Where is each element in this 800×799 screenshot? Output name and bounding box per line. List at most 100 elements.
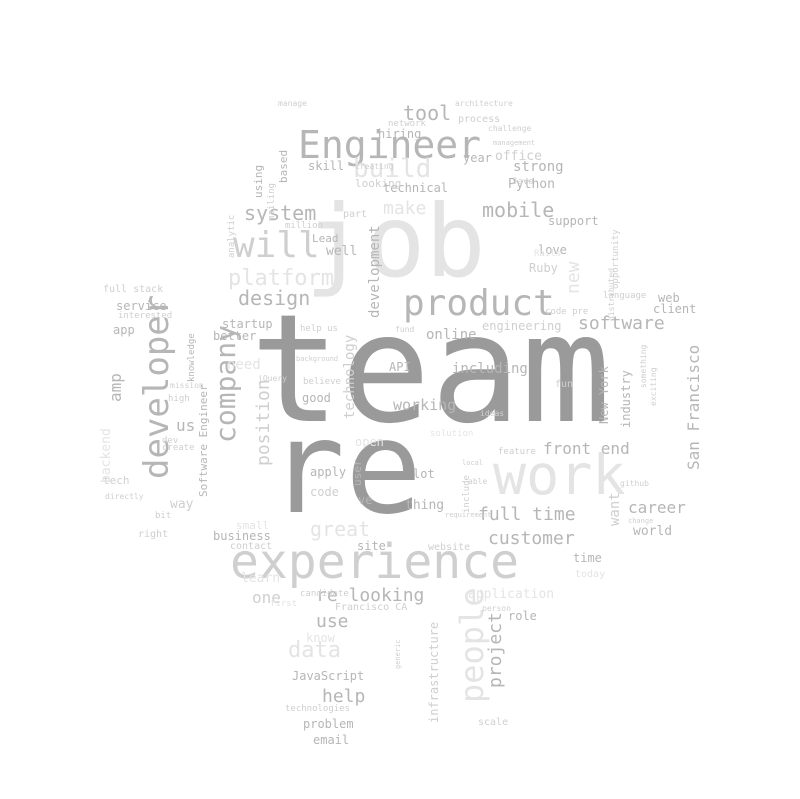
word-startup: startup [222, 317, 273, 331]
word-analytic: analytic [227, 214, 237, 259]
word-re: re [268, 394, 423, 543]
word-support: support [548, 214, 599, 228]
word-ve: ve [358, 493, 373, 507]
word-challenge: challenge [488, 124, 532, 133]
word-requirement: requirement [445, 511, 492, 519]
word-architecture: architecture [455, 99, 513, 108]
word-change: change [628, 517, 654, 525]
word-exciting: exciting [649, 367, 658, 407]
word-world: world [633, 524, 673, 539]
word-interested: interested [118, 311, 173, 321]
word-software: software [578, 313, 665, 334]
word-right: right [138, 529, 169, 540]
word-java: Java [512, 177, 534, 187]
word-better: better [213, 329, 257, 343]
word-site: site [357, 539, 386, 553]
word-distributed: distributed [607, 267, 616, 321]
word-dev: dev [162, 436, 179, 446]
word-online: online [426, 327, 477, 343]
word-san-francisco: San Francisco [684, 344, 703, 470]
word-lead: Lead [312, 232, 339, 245]
word-mobile: mobile [482, 198, 555, 222]
word-full-time: full time [478, 504, 576, 525]
word-build: build [353, 154, 432, 184]
word-technology: technology [342, 334, 358, 419]
word-new-york: New York [597, 365, 611, 424]
word-candidate: candidate [300, 589, 349, 599]
word-help-us: help us [300, 324, 338, 334]
word-contact: contact [230, 541, 273, 552]
word-local: local [462, 459, 484, 467]
word-system: system [244, 201, 317, 225]
word-hiring: hiring [378, 127, 422, 141]
word-role: role [508, 609, 537, 623]
word-time: time [573, 551, 602, 565]
word-software-engineer: Software Engineer [197, 384, 210, 498]
word-well: well [326, 244, 358, 259]
word-great: great [310, 517, 371, 541]
word-application: application [468, 587, 555, 602]
word-way: way [170, 497, 194, 512]
word-using: using [252, 164, 265, 198]
word-client: client [653, 302, 697, 316]
word-will: will [233, 225, 320, 266]
word-product: product [403, 283, 555, 324]
word-office: office [495, 149, 542, 164]
word-code: code [310, 485, 339, 499]
word-re-looking: re looking [316, 585, 425, 606]
word-scale: scale [478, 717, 509, 728]
word-service: service [116, 299, 167, 313]
word-generic: generic [394, 639, 402, 670]
word-lot: lot [413, 467, 435, 481]
word-creating: creating [355, 162, 394, 171]
word-jquery: jQuery [258, 374, 287, 383]
word-learn: learn [241, 571, 281, 586]
word-job: job [305, 183, 486, 300]
word-knowledge: knowledge [187, 332, 197, 382]
word-work: work [493, 443, 626, 507]
word-bit: bit [155, 511, 172, 521]
word-python: Python [508, 177, 555, 192]
word-rails: Rails [534, 249, 562, 259]
word-open: open [355, 435, 384, 449]
word-strong: strong [513, 159, 564, 175]
word-solution: solution [430, 429, 474, 439]
word-able: able [468, 477, 488, 486]
word-love: love [538, 243, 567, 257]
word-million: million [285, 221, 323, 231]
word-create: create [162, 443, 195, 453]
word-code-pre: code pre [545, 307, 589, 317]
word-website: website [428, 542, 471, 553]
word-make: make [383, 198, 427, 219]
word-including: including [452, 361, 528, 377]
word-know: know [306, 631, 335, 645]
word-thing: thing [405, 498, 445, 513]
word-management: management [493, 139, 536, 147]
word-person: person [482, 604, 511, 613]
word-api: API [389, 360, 411, 374]
word-apply: apply [310, 465, 347, 479]
word-looking: looking [355, 177, 402, 190]
word-backend: backend [99, 427, 114, 483]
word-project: project [485, 611, 506, 688]
word-technical: technical [383, 181, 449, 195]
word-manage: manage [278, 99, 307, 108]
word-business: business [213, 529, 271, 543]
word-tech: tech [103, 474, 130, 487]
word-amp: amp [106, 372, 125, 402]
word-fund: fund [395, 325, 415, 334]
word-infrastructure: infrastructure [427, 621, 441, 723]
word-directly: directly [105, 492, 144, 501]
word-language: language [603, 291, 647, 301]
word-want: want [607, 491, 623, 526]
word-us: us [176, 416, 196, 435]
word-need: need [227, 357, 261, 373]
word-position: position [253, 379, 274, 467]
word-industry: industry [619, 369, 633, 428]
word-process: process [458, 114, 501, 125]
word-first: first [270, 599, 298, 609]
word-engineer: Engineer [298, 123, 482, 167]
word-part: part [343, 209, 368, 220]
word-fun: fun [555, 379, 574, 390]
